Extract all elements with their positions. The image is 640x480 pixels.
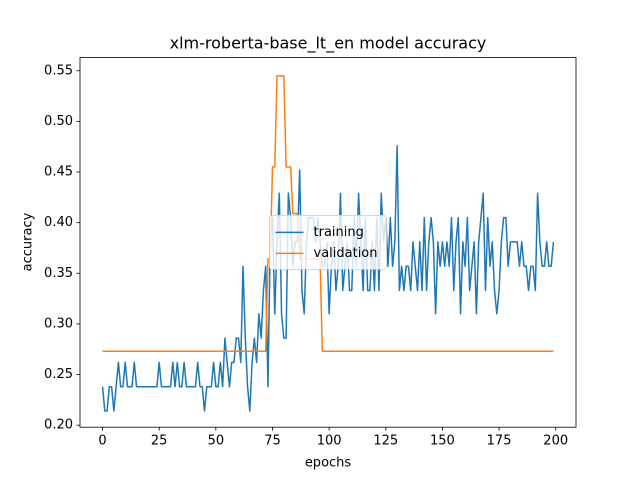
y-tick-label: 0.35 xyxy=(44,266,73,281)
legend-box xyxy=(269,214,387,270)
y-tick-label: 0.45 xyxy=(44,165,73,180)
y-tick-label: 0.50 xyxy=(44,114,73,129)
y-tick-label: 0.55 xyxy=(44,63,73,78)
x-tick-label: 125 xyxy=(373,434,398,449)
legend-label: training xyxy=(314,225,364,240)
axes-frame xyxy=(79,57,577,428)
y-tick-label: 0.25 xyxy=(44,367,73,382)
x-tick-label: 25 xyxy=(151,434,168,449)
x-tick-label: 0 xyxy=(98,434,106,449)
y-tick-label: 0.30 xyxy=(44,316,73,331)
chart-title: xlm-roberta-base_lt_en model accuracy xyxy=(170,34,487,54)
x-tick-label: 200 xyxy=(543,434,568,449)
y-tick-label: 0.40 xyxy=(44,215,73,230)
y-axis-label: accuracy xyxy=(21,212,36,271)
data-line xyxy=(101,144,555,412)
x-tick-label: 150 xyxy=(430,434,455,449)
x-tick-label: 75 xyxy=(264,434,281,449)
x-tick-label: 175 xyxy=(487,434,512,449)
x-tick-label: 100 xyxy=(317,434,342,449)
x-tick-label: 50 xyxy=(208,434,225,449)
legend-label: validation xyxy=(314,246,378,261)
y-tick-label: 0.20 xyxy=(44,418,73,433)
data-line xyxy=(102,75,554,352)
x-axis-label: epochs xyxy=(305,456,352,471)
